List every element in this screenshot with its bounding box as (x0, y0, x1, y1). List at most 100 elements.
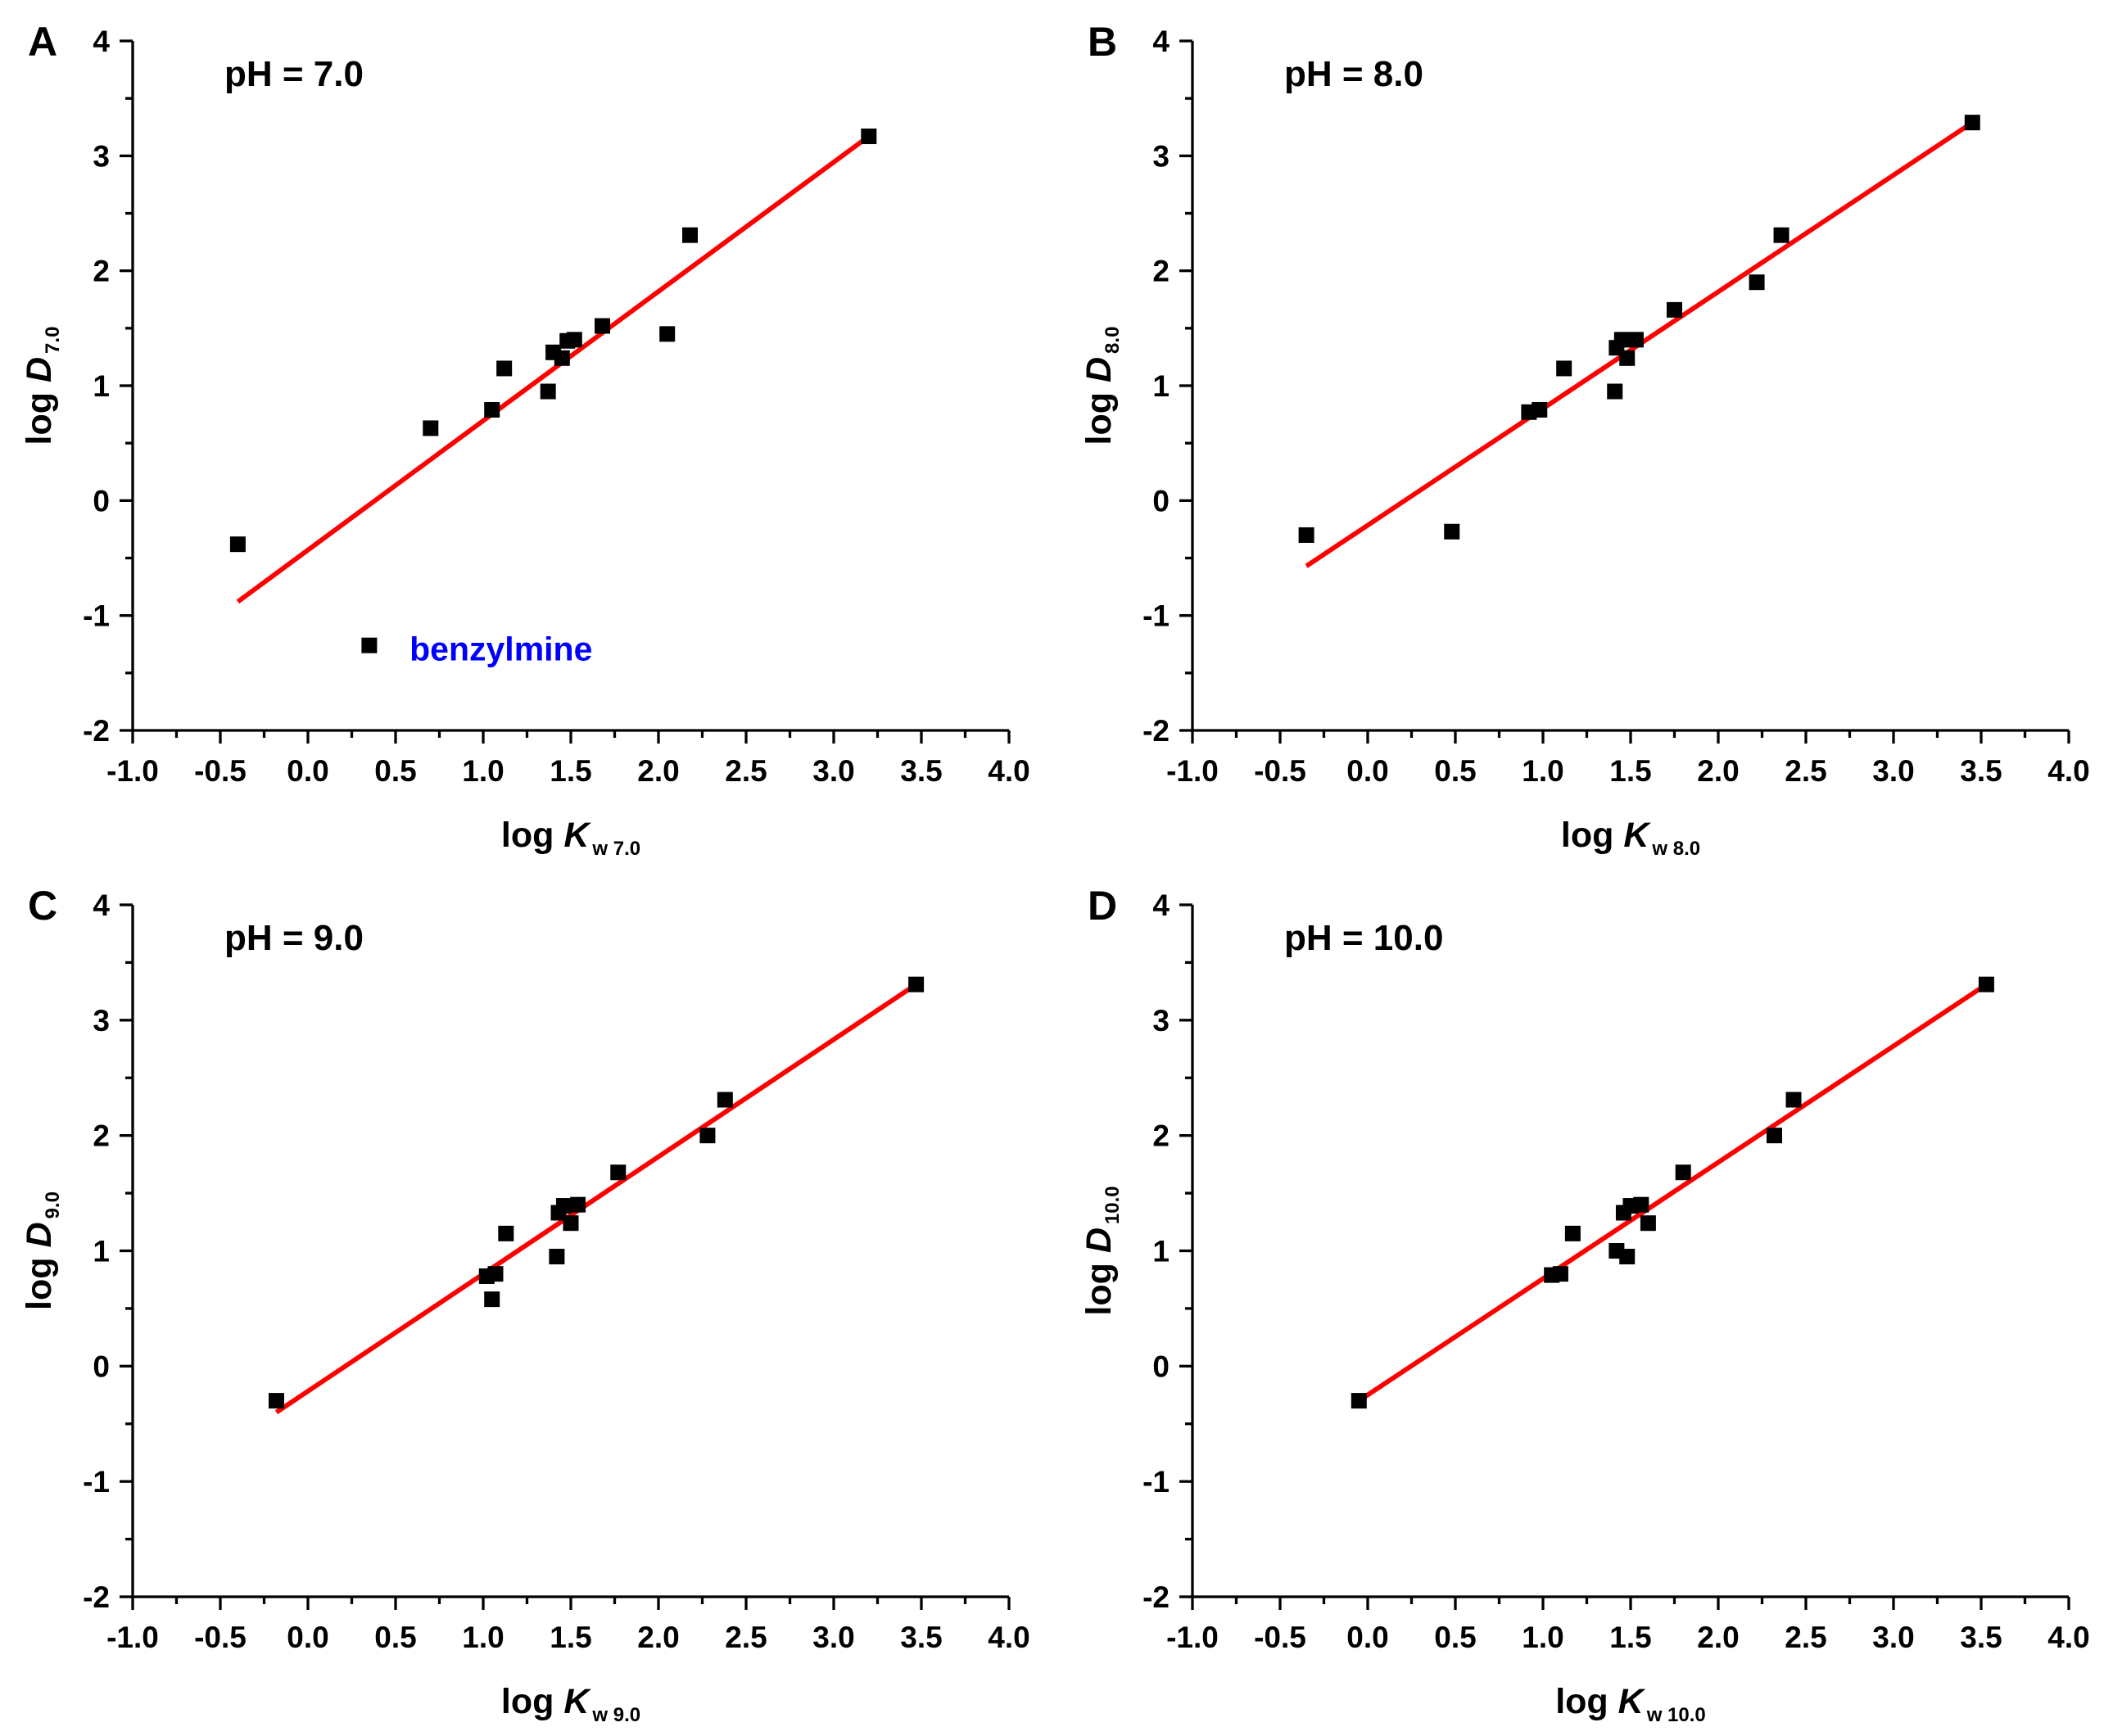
data-point (487, 1266, 504, 1282)
y-axis-label: log D8.0 (1079, 327, 1124, 445)
x-tick-label: 1.5 (550, 754, 591, 788)
y-tick-label: 1 (93, 369, 110, 403)
y-tick-label: -1 (83, 599, 110, 633)
x-tick-label: -1.0 (1166, 1621, 1219, 1654)
data-point (566, 332, 582, 348)
y-tick-label: 4 (93, 888, 110, 922)
y-tick-label: 0 (93, 1349, 110, 1383)
data-point (1613, 332, 1630, 348)
x-tick-label: 1.0 (1522, 1621, 1563, 1654)
fit-line (236, 134, 871, 604)
x-tick-label: 2.5 (1785, 1621, 1826, 1654)
data-point (496, 360, 513, 377)
data-point (595, 318, 611, 334)
x-tick-label: 4.0 (988, 754, 1029, 788)
data-point (540, 383, 556, 400)
x-tick-label: 3.0 (1872, 754, 1914, 788)
x-tick-label: -0.5 (1254, 754, 1306, 788)
x-tick-label: 2.0 (1697, 1621, 1739, 1654)
data-point (1607, 383, 1623, 400)
data-point (1675, 1164, 1691, 1181)
x-tick-label: 1.5 (1609, 1621, 1651, 1654)
y-tick-label: 1 (93, 1235, 110, 1268)
x-tick-label: 0.0 (1346, 1621, 1388, 1654)
data-point (1633, 1196, 1649, 1213)
x-tick-label: 0.5 (1434, 1621, 1476, 1654)
data-point (484, 401, 500, 418)
data-point (563, 1215, 579, 1232)
x-tick-label: 0.5 (374, 1621, 416, 1654)
panel-letter: B (1088, 19, 1117, 65)
x-tick-label: -0.5 (1254, 1621, 1306, 1654)
x-tick-label: 0.5 (1434, 754, 1476, 788)
x-tick-label: 4.0 (988, 1621, 1029, 1654)
data-point (1619, 350, 1636, 366)
x-tick-label: 2.0 (1697, 754, 1739, 788)
y-tick-label: -1 (1142, 1465, 1170, 1499)
x-tick-label: 1.5 (550, 1621, 591, 1654)
y-tick-label: 2 (93, 1119, 110, 1153)
data-point (555, 1198, 572, 1214)
x-tick-label: 0.0 (287, 754, 328, 788)
data-point (1552, 1266, 1568, 1282)
y-tick-label: -2 (83, 1580, 110, 1614)
x-tick-label: 0.0 (287, 1621, 328, 1654)
data-point (1619, 1249, 1636, 1265)
data-point (549, 1249, 565, 1265)
data-point (908, 976, 925, 992)
data-point (659, 326, 676, 342)
data-point (1556, 360, 1572, 377)
x-tick-label: 3.0 (812, 754, 854, 788)
y-tick-label: -2 (83, 714, 110, 748)
data-point (699, 1128, 716, 1144)
data-point (1444, 523, 1460, 540)
x-tick-label: -1.0 (106, 754, 159, 788)
y-tick-label: 2 (93, 255, 110, 288)
data-point (1640, 1215, 1656, 1232)
data-point (229, 536, 246, 553)
data-point (1978, 976, 1994, 992)
y-tick-label: 4 (93, 25, 110, 58)
x-tick-label: 3.0 (812, 1621, 854, 1654)
data-point (1298, 527, 1314, 543)
x-tick-label: 4.0 (2047, 1621, 2089, 1654)
y-tick-label: 1 (1152, 1235, 1170, 1268)
data-point (1749, 274, 1765, 291)
x-tick-label: 3.5 (900, 1621, 942, 1654)
fit-line (1357, 982, 1989, 1403)
annotation-benzylmine: benzylmine (409, 630, 592, 667)
x-tick-label: 2.0 (637, 754, 679, 788)
y-axis-label: log D10.0 (1079, 1186, 1124, 1315)
x-tick-label: -1.0 (106, 1621, 159, 1654)
panel-title: pH = 10.0 (1284, 918, 1443, 958)
data-point (361, 637, 378, 653)
data-point (554, 350, 570, 366)
y-tick-label: -1 (83, 1465, 110, 1499)
data-point (1351, 1393, 1367, 1409)
data-point (1785, 1092, 1802, 1108)
panel-letter: C (28, 883, 57, 929)
data-point (861, 128, 877, 144)
x-tick-label: 2.5 (725, 754, 767, 788)
y-tick-label: 3 (1152, 1004, 1170, 1038)
panel-a: -1.0 -0.5 0.0 0.5 1.0 1.5 2.0 2.5 3.0 3.5 4.0 -2 -1 0… (20, 19, 1030, 860)
y-tick-label: -2 (1142, 1580, 1170, 1614)
data-point (717, 1092, 733, 1108)
data-point (423, 420, 439, 436)
x-tick-label: 4.0 (2047, 754, 2089, 788)
x-tick-label: 1.0 (462, 754, 504, 788)
panel-d: -1.0 -0.5 0.0 0.5 1.0 1.5 2.0 2.5 3.0 3.5 4.0 -2 -1 0… (1079, 883, 2090, 1726)
y-tick-label: 0 (93, 484, 110, 518)
y-tick-label: 4 (1152, 888, 1170, 922)
y-tick-label: 2 (1152, 1119, 1170, 1153)
panel-title: pH = 9.0 (224, 918, 364, 958)
x-tick-label: 3.5 (900, 754, 942, 788)
x-tick-label: 3.5 (1960, 1621, 2002, 1654)
y-axis-label: log D9.0 (20, 1191, 64, 1310)
panel-title: pH = 8.0 (1284, 54, 1423, 94)
y-tick-label: 1 (1152, 369, 1170, 403)
x-tick-label: -1.0 (1166, 754, 1219, 788)
